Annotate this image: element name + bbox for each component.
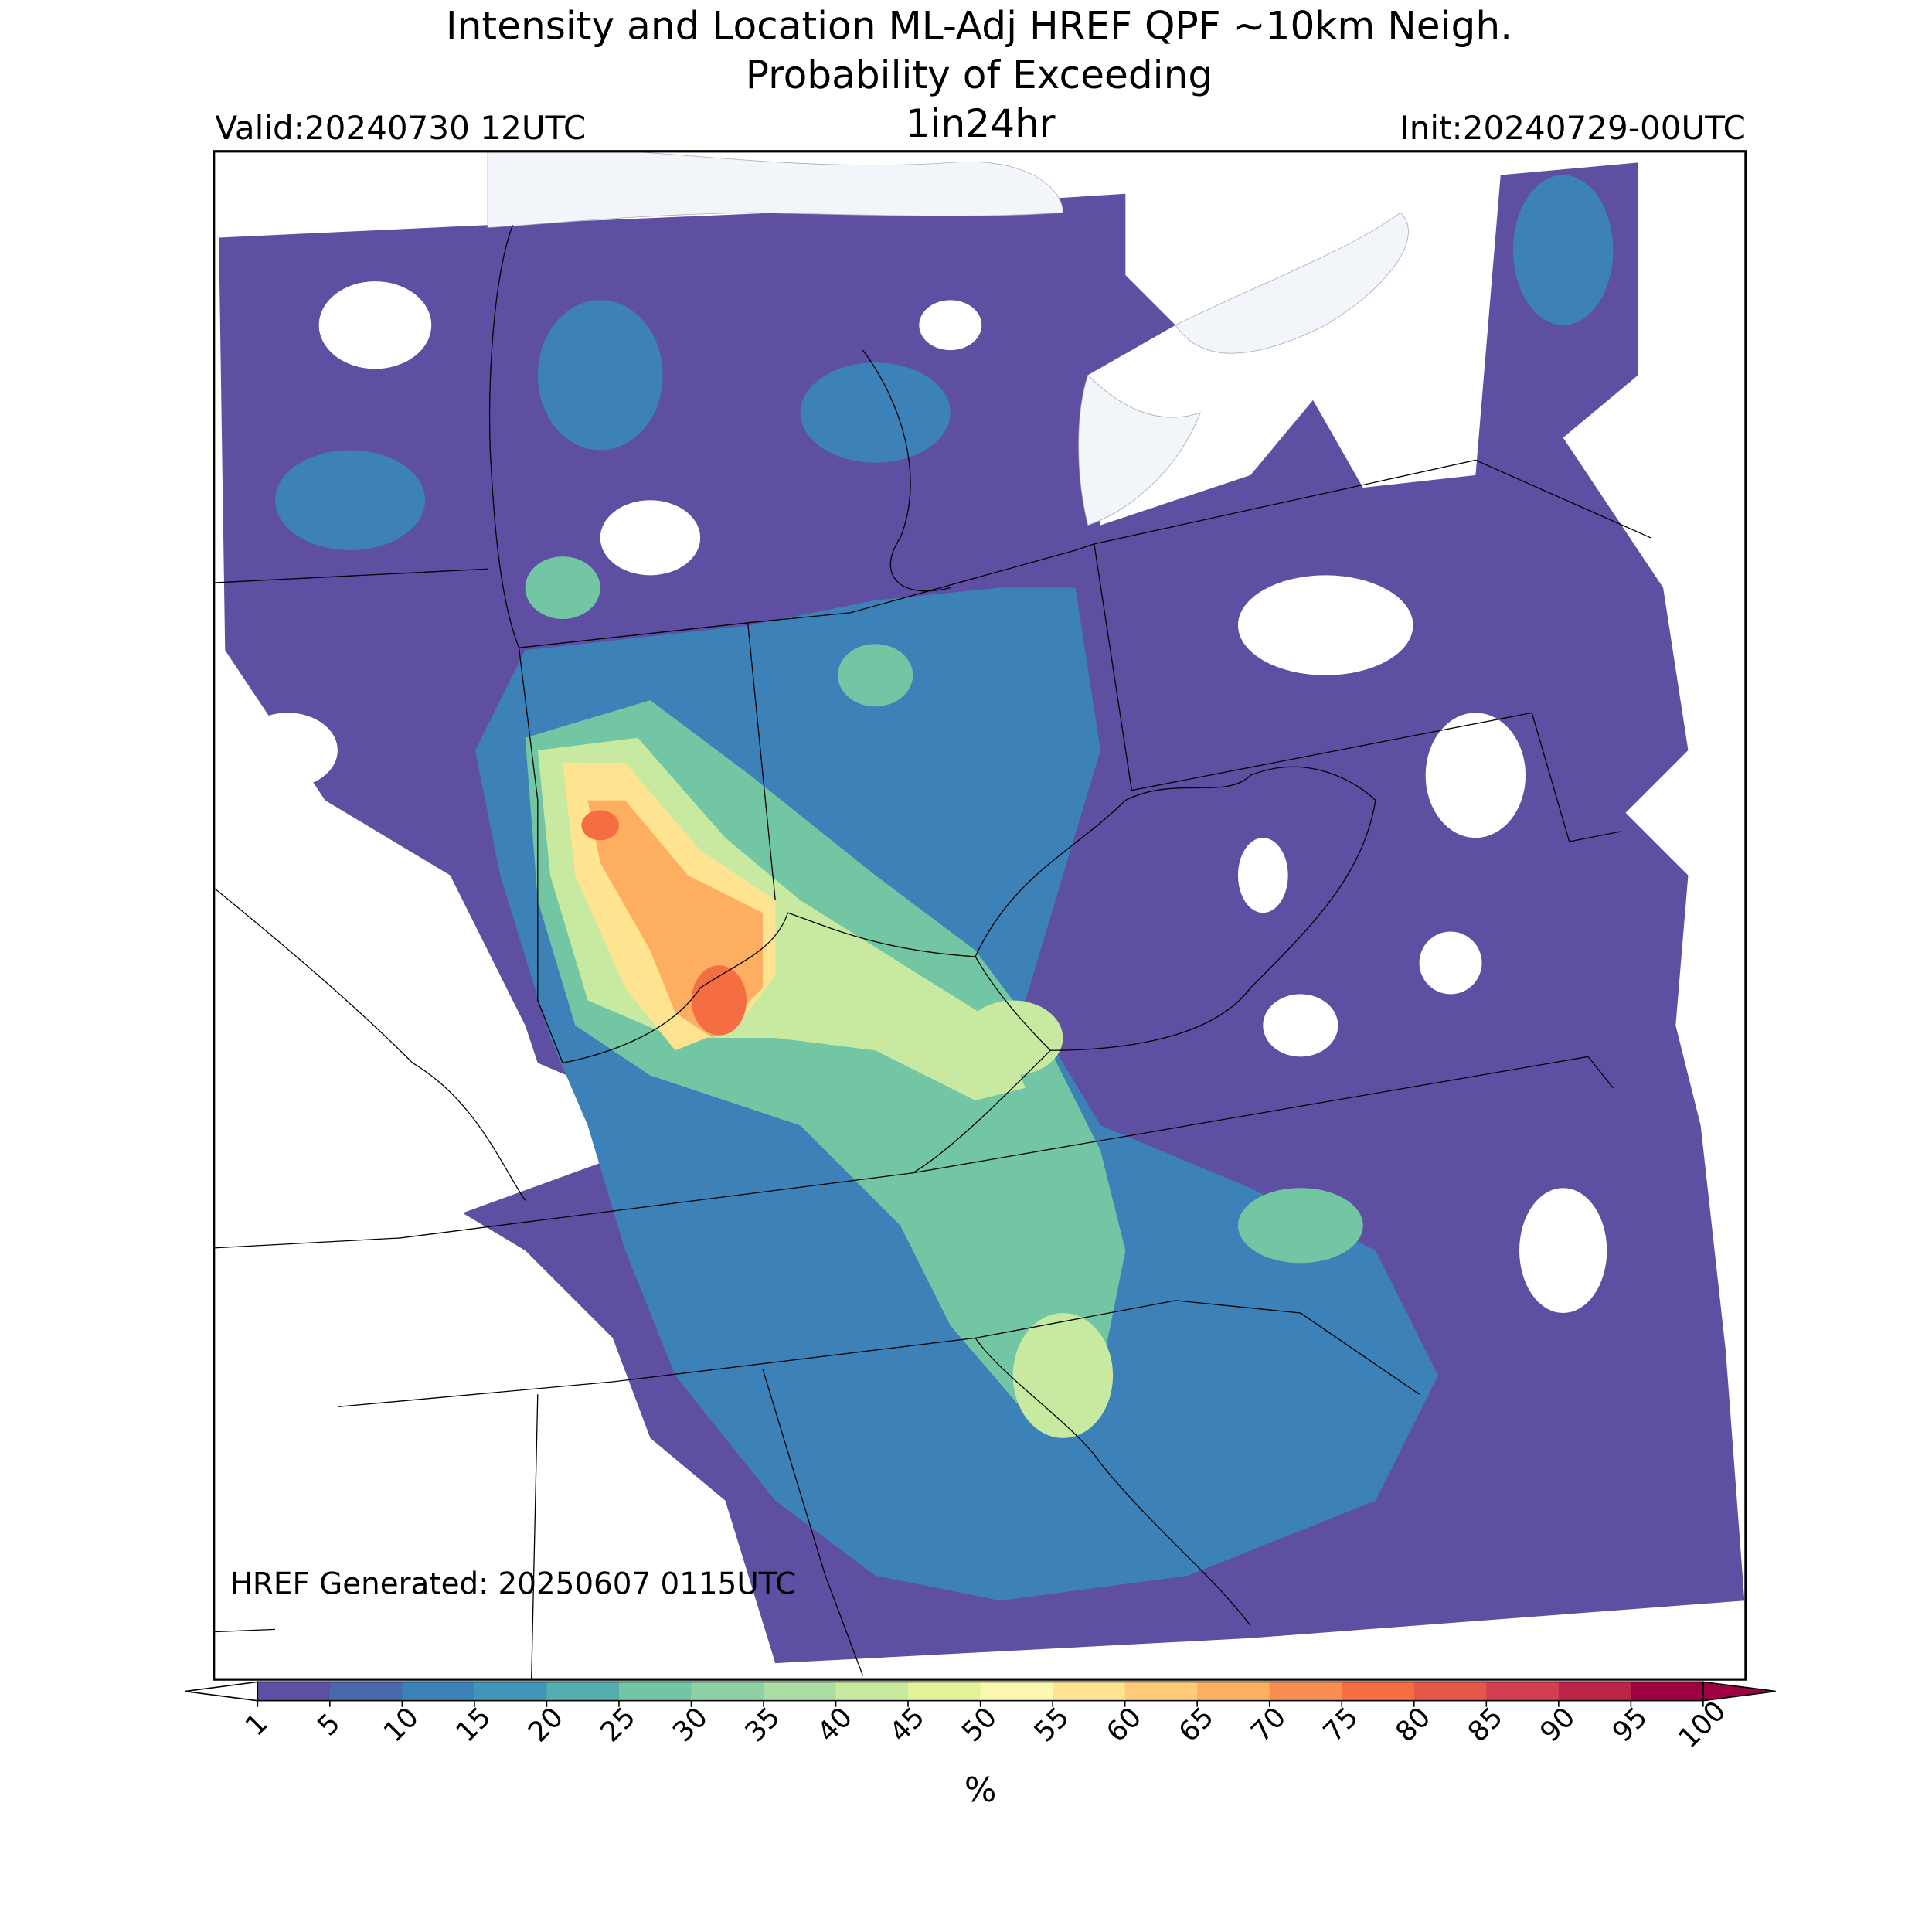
generated-time: HREF Generated: 20250607 0115UTC xyxy=(230,1566,797,1601)
colorbar-tick-label: 60 xyxy=(1100,1701,1148,1748)
lake xyxy=(1175,212,1409,354)
precip-area xyxy=(962,1000,1063,1076)
colorbar-swatch xyxy=(1124,1682,1198,1701)
colorbar-swatch xyxy=(546,1682,620,1701)
colorbar-swatch xyxy=(1413,1682,1487,1701)
colorbar-tick-label: 75 xyxy=(1318,1701,1365,1748)
colorbar-swatch xyxy=(1558,1682,1631,1701)
no-data xyxy=(1425,713,1526,838)
map-field xyxy=(219,151,1745,1664)
no-data xyxy=(600,500,701,576)
no-data xyxy=(318,281,432,369)
colorbar-tick-label: 55 xyxy=(1029,1701,1076,1748)
colorbar-tick-label: 35 xyxy=(739,1701,786,1748)
colorbar-swatch xyxy=(835,1682,909,1701)
precip-area xyxy=(274,450,426,550)
lake xyxy=(1078,374,1202,526)
colorbar-tick-label: 100 xyxy=(1672,1695,1732,1754)
precip-area xyxy=(691,965,747,1036)
colorbar-swatch xyxy=(1342,1682,1415,1701)
colorbar-swatch xyxy=(329,1682,403,1701)
no-data xyxy=(919,300,982,351)
title-line: Intensity and Location ML-Adj HREF QPF ~… xyxy=(446,3,1512,49)
precip-area xyxy=(660,927,716,973)
precip-area xyxy=(1012,1313,1114,1438)
precip-area xyxy=(1512,175,1614,325)
colorbar-tick-label: 50 xyxy=(956,1701,1003,1748)
colorbar-tick-label: 80 xyxy=(1389,1701,1437,1748)
precip-area xyxy=(838,644,913,707)
colorbar-tick-label: 95 xyxy=(1607,1701,1654,1748)
colorbar-swatch xyxy=(1197,1682,1270,1701)
colorbar-swatch xyxy=(908,1682,981,1701)
map-frame xyxy=(213,150,1747,1681)
valid-time: Valid:20240730 12UTC xyxy=(215,109,586,147)
title-line: Probability of Exceeding xyxy=(746,52,1213,97)
colorbar-tick-label: 40 xyxy=(811,1701,859,1748)
colorbar-tick-label: 65 xyxy=(1173,1701,1220,1748)
colorbar-swatch xyxy=(764,1682,837,1701)
no-data xyxy=(1237,575,1413,675)
colorbar-swatch xyxy=(1631,1682,1704,1701)
colorbar-swatch xyxy=(1269,1682,1342,1701)
colorbar-tick-label: 90 xyxy=(1534,1701,1581,1748)
colorbar-swatch xyxy=(691,1682,764,1701)
colorbar-tick-label: 10 xyxy=(378,1701,425,1748)
colorbar-swatch xyxy=(402,1682,475,1701)
colorbar-label: % xyxy=(964,1770,997,1810)
no-data xyxy=(1519,1188,1607,1314)
colorbar-tick-label: 70 xyxy=(1245,1701,1292,1748)
colorbar-tick-label: 85 xyxy=(1462,1701,1509,1748)
colorbar-tick-label: 5 xyxy=(311,1707,346,1742)
colorbar-swatch xyxy=(1486,1682,1560,1701)
colorbar-tick-label: 45 xyxy=(884,1701,931,1748)
precip-area xyxy=(537,300,663,451)
colorbar-tick-label: 30 xyxy=(667,1701,714,1748)
colorbar-swatch xyxy=(618,1682,692,1701)
colorbar-extension xyxy=(1702,1681,1776,1702)
colorbar-tick-label: 1 xyxy=(240,1707,274,1742)
precip-area xyxy=(1237,1188,1363,1264)
colorbar-swatch xyxy=(1053,1682,1126,1701)
no-data xyxy=(1237,838,1288,913)
lake xyxy=(487,151,1063,228)
colorbar-extension xyxy=(185,1681,259,1702)
colorbar-swatch xyxy=(257,1682,331,1701)
precip-area xyxy=(525,556,600,619)
no-data xyxy=(1263,994,1338,1057)
colorbar-tick-label: 15 xyxy=(450,1701,497,1748)
no-data xyxy=(1419,931,1482,995)
init-time: Init:20240729-00UTC xyxy=(1400,109,1746,147)
precip-area xyxy=(581,810,619,841)
no-data xyxy=(237,713,338,788)
colorbar-swatch xyxy=(980,1682,1053,1701)
colorbar-tick-label: 25 xyxy=(594,1701,641,1748)
colorbar-swatch xyxy=(474,1682,547,1701)
precip-area xyxy=(800,362,951,463)
colorbar-tick-label: 20 xyxy=(522,1701,570,1748)
subtitle: 1in24hr xyxy=(906,100,1056,146)
colorbar: 1 5 10 15 20 25 30 35 40 45 50 55 60 65 70 75 80 85 90 95 10… xyxy=(185,1681,1776,1754)
boundaries xyxy=(213,225,1651,1680)
